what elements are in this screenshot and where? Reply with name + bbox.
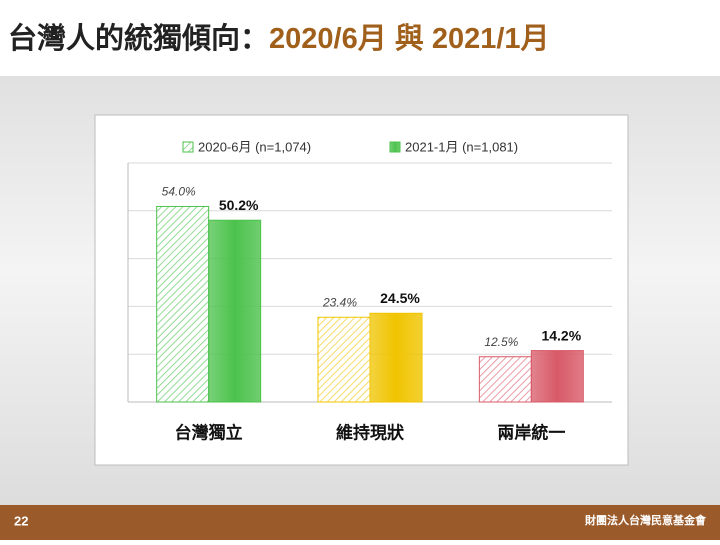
- title-highlight: 2020/6月 與 2021/1月: [269, 22, 550, 55]
- bar: [156, 205, 210, 403]
- bar: [317, 316, 371, 403]
- legend-swatch: [389, 141, 401, 153]
- footer-bar: [0, 505, 720, 540]
- value-label: 12.5%: [484, 335, 518, 349]
- title-text: 台灣人的統獨傾向：: [8, 21, 269, 55]
- x-tick-label: 維持現狀: [336, 422, 405, 442]
- bar: [369, 312, 423, 403]
- bar: [530, 350, 584, 403]
- legend-label: 2021-1月 (n=1,081): [405, 139, 518, 154]
- chart: 2020-6月 (n=1,074) 2021-1月 (n=1,081) 台灣獨立 54…: [127, 139, 612, 442]
- value-label: 23.4%: [322, 295, 357, 309]
- page-number: 22: [14, 513, 28, 528]
- value-label: 50.2%: [219, 197, 259, 213]
- organization: 財團法人台灣民意基金會: [584, 513, 707, 527]
- legend-swatch: [182, 141, 194, 153]
- legend-label: 2020-6月 (n=1,074): [198, 139, 311, 154]
- value-label: 54.0%: [162, 185, 196, 199]
- value-label: 24.5%: [380, 290, 420, 306]
- value-label: 14.2%: [541, 327, 581, 343]
- x-tick-label: 台灣獨立: [175, 422, 243, 442]
- bar: [208, 219, 262, 403]
- bar: [478, 356, 532, 403]
- slide-title: 台灣人的統獨傾向：2020/6月 與 2021/1月: [8, 21, 550, 55]
- x-tick-label: 兩岸統一: [497, 422, 565, 442]
- title-bar: [0, 0, 720, 76]
